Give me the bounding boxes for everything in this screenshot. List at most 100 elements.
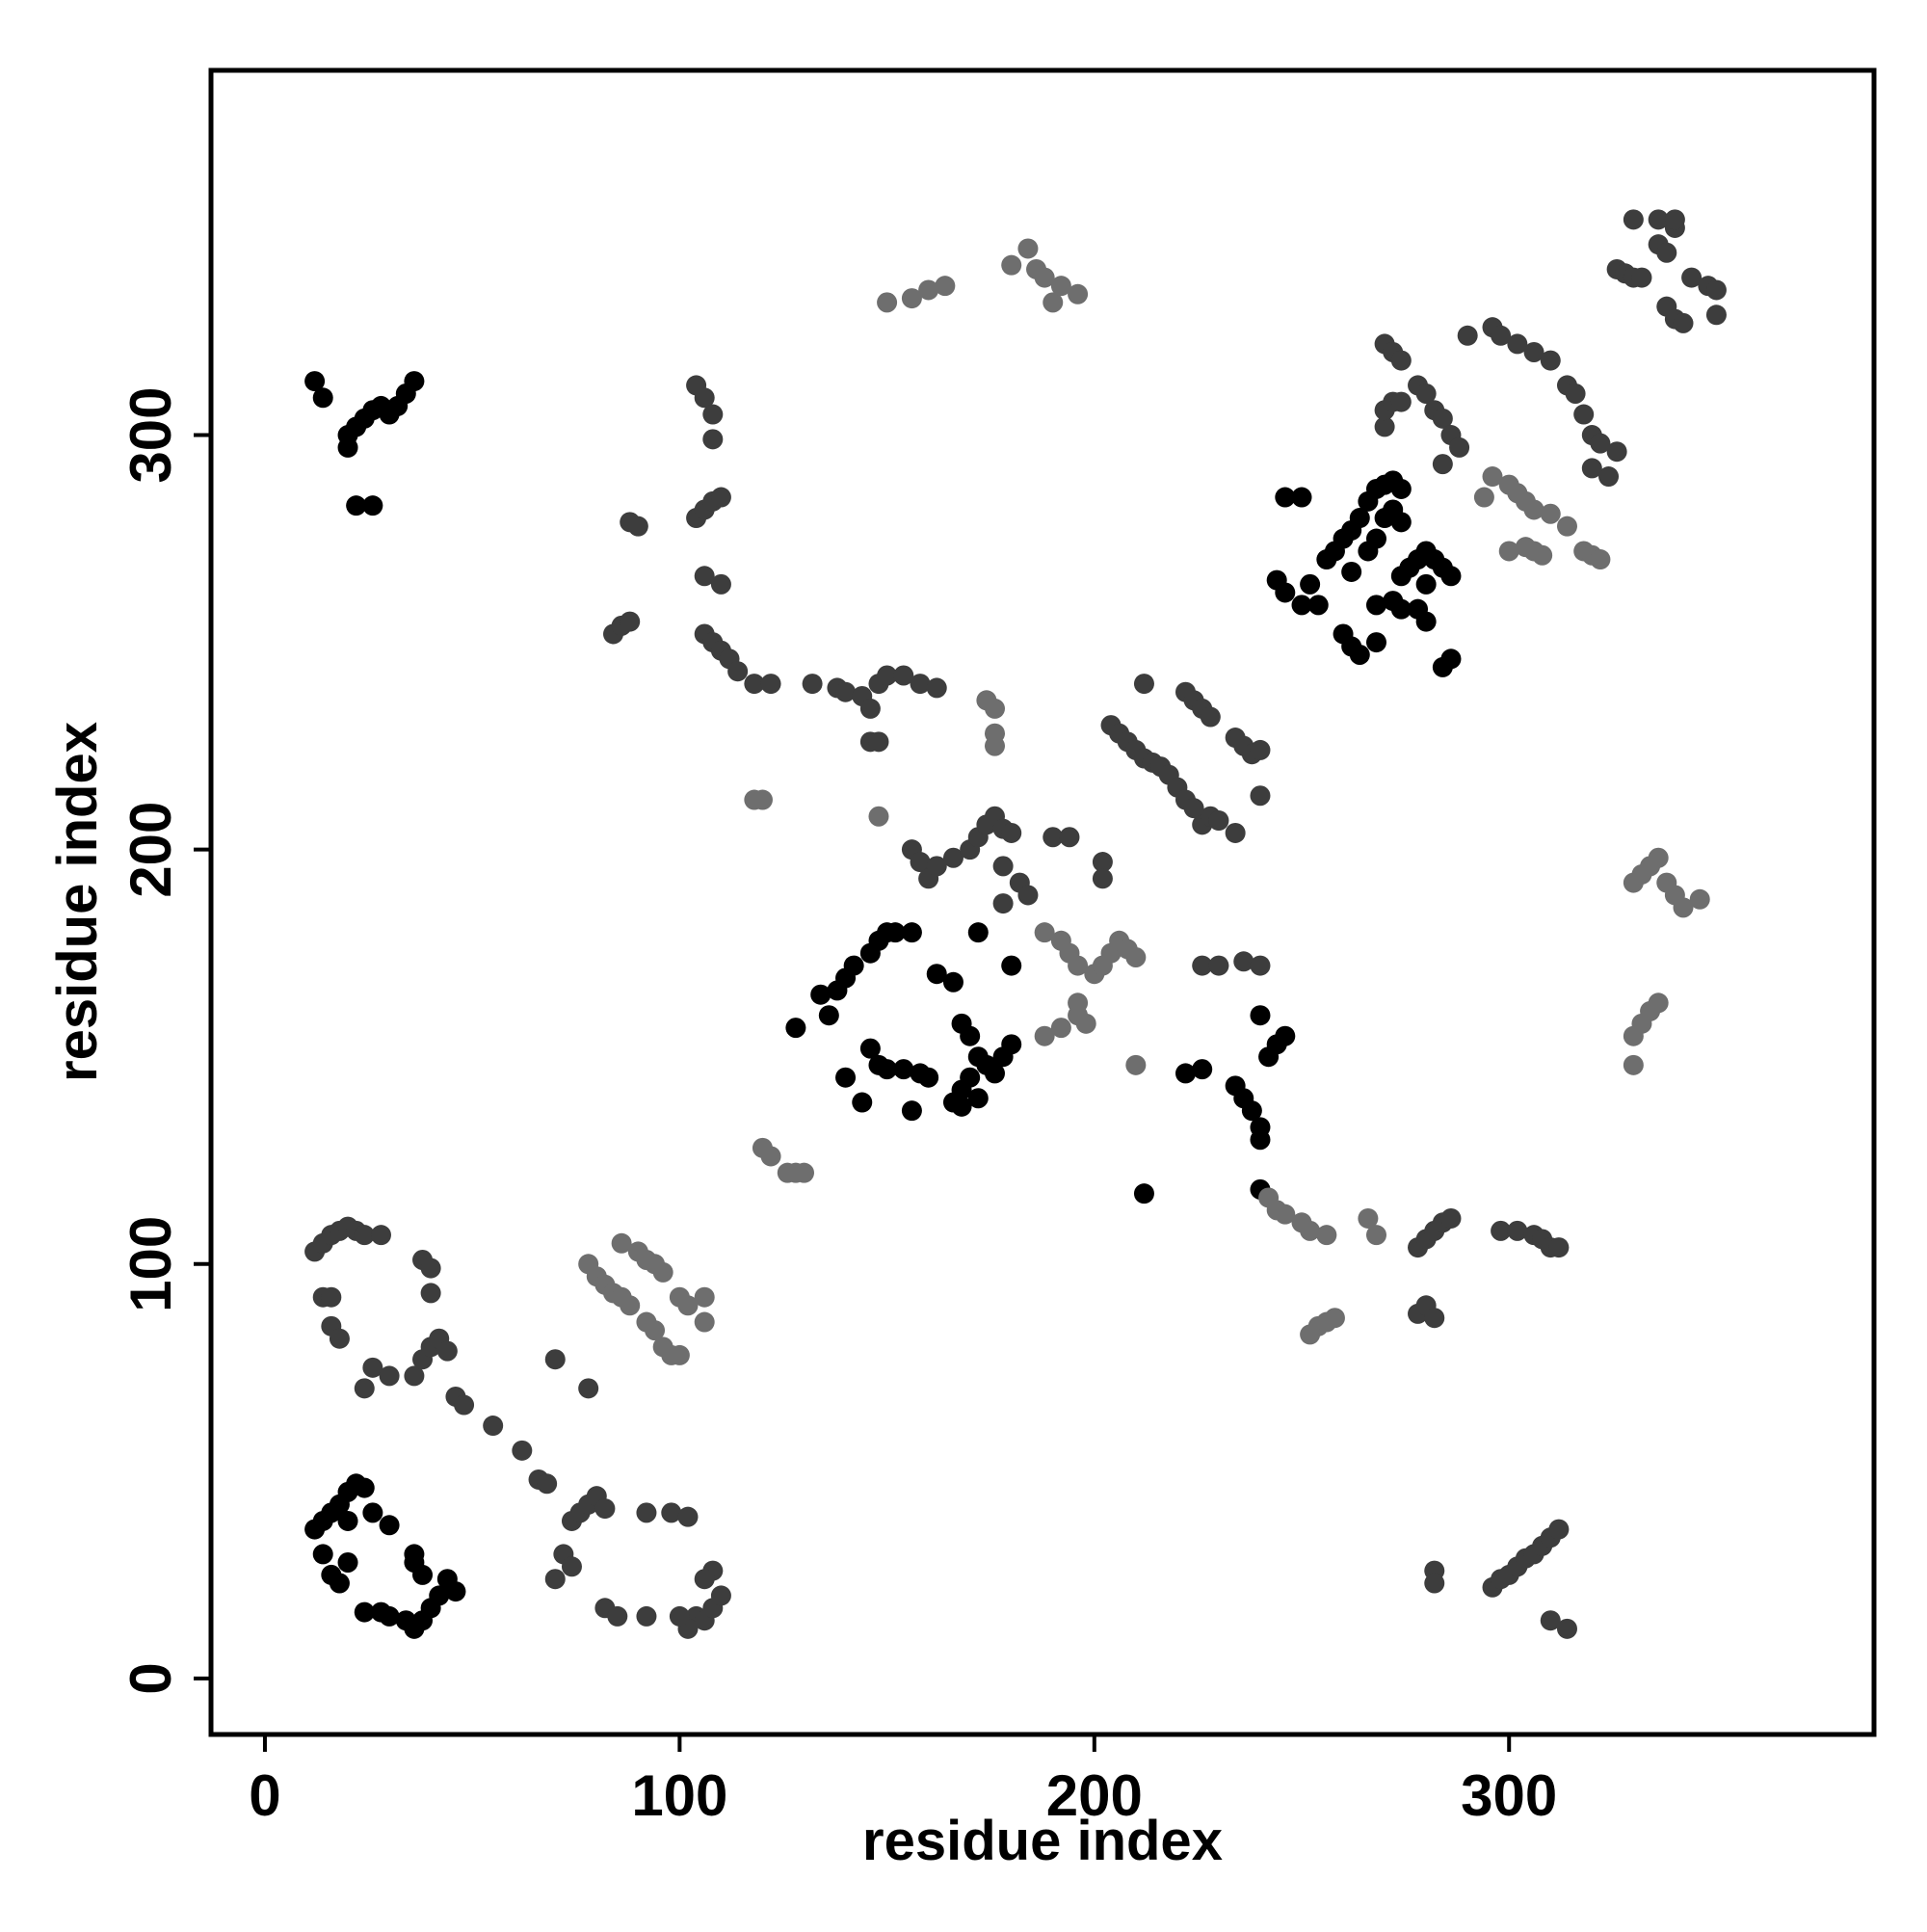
scatter-point (1473, 487, 1494, 508)
scatter-point (901, 288, 922, 309)
scatter-point (354, 1601, 375, 1623)
scatter-point (1068, 955, 1089, 976)
scatter-point (1449, 437, 1470, 458)
scatter-point (1001, 1034, 1022, 1055)
scatter-point (652, 1261, 673, 1283)
scatter-point (835, 681, 857, 702)
scatter-point (893, 1059, 914, 1080)
scatter-point (1365, 1225, 1386, 1246)
scatter-point (1291, 595, 1312, 616)
scatter-point (877, 292, 898, 313)
scatter-point (918, 1067, 939, 1088)
scatter-point (710, 1585, 731, 1606)
scatter-point (702, 429, 724, 450)
scatter-point (702, 404, 724, 425)
scatter-point (967, 922, 989, 943)
scatter-point (677, 1295, 699, 1316)
scatter-point (1001, 822, 1022, 843)
scatter-point (1482, 466, 1503, 488)
scatter-point (1275, 582, 1296, 603)
scatter-point (1092, 852, 1113, 873)
scatter-point (1034, 922, 1055, 943)
scatter-point (1250, 955, 1271, 976)
scatter-point (1250, 1129, 1271, 1151)
scatter-point (620, 611, 641, 632)
scatter-point (1300, 1220, 1321, 1241)
scatter-point (429, 1585, 450, 1606)
scatter-point (1390, 512, 1412, 533)
scatter-point (1050, 276, 1071, 297)
scatter-point (370, 1225, 391, 1246)
scatter-point (337, 437, 358, 458)
scatter-point (620, 1295, 641, 1316)
scatter-point (1250, 739, 1271, 760)
scatter-point (1565, 384, 1586, 405)
scatter-point (1275, 1025, 1296, 1046)
scatter-point (710, 487, 731, 508)
scatter-point (694, 387, 715, 409)
scatter-point (935, 276, 956, 297)
scatter-point (636, 1502, 657, 1523)
scatter-point (1540, 1610, 1561, 1631)
scatter-point (1415, 611, 1437, 632)
scatter-point (1034, 1025, 1055, 1046)
scatter-point (1491, 325, 1512, 346)
scatter-point (1415, 573, 1437, 595)
scatter-point (1705, 304, 1727, 326)
scatter-point (942, 847, 964, 868)
scatter-point (379, 1365, 400, 1387)
scatter-point (985, 1063, 1006, 1084)
x-tick-label: 300 (1461, 1763, 1557, 1828)
scatter-point (1498, 541, 1519, 562)
scatter-point (512, 1440, 533, 1461)
scatter-point (1068, 992, 1089, 1014)
scatter-point (1059, 827, 1080, 848)
scatter-point (1689, 888, 1710, 910)
scatter-point (379, 1515, 400, 1536)
scatter-point (1200, 706, 1221, 728)
scatter-point (1125, 1054, 1147, 1075)
scatter-point (727, 661, 749, 682)
scatter-point (1017, 885, 1039, 906)
scatter-point (561, 1556, 582, 1577)
scatter-point (752, 789, 773, 810)
scatter-point (1133, 1183, 1154, 1204)
x-axis-title: residue index (862, 1810, 1223, 1872)
scatter-point (1241, 1100, 1262, 1122)
scatter-point (578, 1378, 599, 1399)
scatter-point (1365, 595, 1386, 616)
scatter-point (1092, 868, 1113, 889)
scatter-point (1043, 827, 1064, 848)
scatter-point (1183, 798, 1204, 819)
scatter-point (884, 922, 906, 943)
scatter-point (404, 1365, 425, 1387)
scatter-point (852, 1092, 873, 1113)
scatter-point (868, 731, 889, 753)
scatter-point (926, 964, 947, 985)
scatter-point (1365, 528, 1386, 549)
y-tick-label: 300 (119, 386, 183, 483)
scatter-point (1681, 267, 1703, 288)
scatter-point (818, 1005, 839, 1026)
scatter-point (636, 1605, 657, 1627)
scatter-point (337, 1551, 358, 1573)
scatter-point (436, 1340, 458, 1362)
scatter-point (1415, 384, 1437, 405)
scatter-point (645, 1320, 666, 1341)
scatter-point (1275, 487, 1296, 508)
scatter-point (1532, 544, 1553, 566)
scatter-point (1590, 433, 1611, 454)
scatter-point (1316, 1225, 1337, 1246)
scatter-point (1358, 1207, 1379, 1229)
scatter-point (901, 1100, 922, 1122)
scatter-point (312, 387, 333, 409)
scatter-point (1001, 254, 1022, 276)
scatter-point (694, 1569, 715, 1590)
scatter-point (362, 1502, 383, 1523)
scatter-point (942, 971, 964, 992)
scatter-point (1075, 1013, 1096, 1034)
scatter-point (594, 1498, 616, 1520)
scatter-point (1507, 333, 1528, 355)
